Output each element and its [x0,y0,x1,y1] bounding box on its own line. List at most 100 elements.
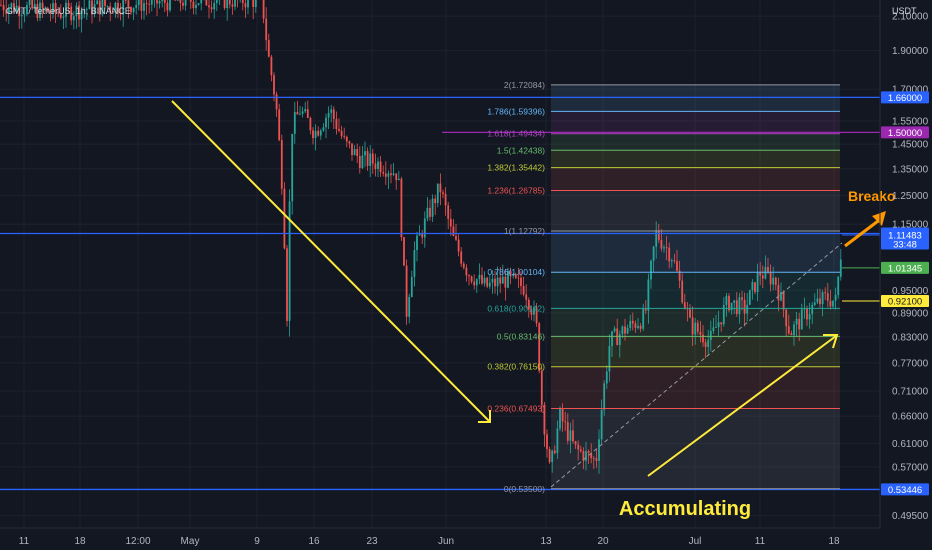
candle-body [496,277,499,287]
x-tick-label: 23 [366,536,378,547]
candle-body [574,441,577,445]
candle-body [579,449,582,451]
candle-body [637,325,639,328]
candle-body [408,297,411,317]
candle-body [299,113,301,115]
candle-body [572,430,574,442]
candle-body [405,265,408,317]
candle-body [319,130,322,136]
price-tag[interactable] [881,91,929,104]
fib-zone [551,408,840,489]
candle-body [728,295,730,311]
candle-body [384,173,387,177]
price-tag-label: 1.50000 [888,128,922,139]
y-tick-label: 0.83000 [892,332,929,343]
candle-body [462,263,465,268]
candle-body [335,119,338,129]
candle-body [322,127,325,131]
x-tick-label: Jun [438,536,454,547]
candle-body [163,0,166,3]
candle-body [501,276,504,284]
downtrend-arrow-line[interactable] [171,100,491,423]
candle-body [150,0,153,5]
y-tick-label: 0.77000 [892,358,929,369]
candle-body [358,156,361,169]
candle-body [806,308,808,320]
candle-body [371,153,374,164]
price-tag[interactable] [881,261,929,274]
candle-body [611,331,613,347]
fib-label-2: 2(1.72084) [504,80,545,90]
candle-body [382,172,385,174]
candle-body [673,260,676,262]
candle-body [301,111,304,114]
price-axis[interactable]: 2.10000 1.90000 1.70000 1.55000 1.45000 1.350… [879,0,929,528]
horizontal-levels[interactable] [0,96,880,491]
countdown-label: 33:48 [893,240,917,251]
candle-body [439,183,442,193]
breakout-arrow-line[interactable] [844,216,883,248]
candle-body [772,277,775,285]
candle-body [813,302,816,305]
candle-body [829,300,832,307]
candle-body [65,2,67,17]
candle-body [184,0,187,6]
candle-body [704,342,707,347]
fib-label-0.382: 0.382(0.76150) [487,362,545,372]
candle-body [288,201,291,321]
fibonacci-labels: 2(1.72084) 1.786(1.59396) 1.618(1.49434) 1.… [487,80,840,494]
price-tag[interactable] [881,483,929,496]
y-tick-label: 0.61000 [892,439,929,450]
candle-body [767,267,769,272]
candle-body [67,2,70,7]
candle-body [577,444,580,450]
price-tag-label: 0.53446 [888,485,922,496]
candle-body [317,130,320,136]
candle-body [364,151,366,156]
candle-body [681,280,684,303]
candle-body [676,261,678,271]
time-axis[interactable]: 11 18 12:00 May 9 16 23 Jun 13 20 Jul 11 18 [0,527,880,547]
candle-body [200,0,203,4]
candle-body [816,298,819,303]
candle-body [390,173,392,176]
candle-body [644,309,647,311]
candle-body [348,141,351,144]
candle-body [241,0,244,4]
candle-body [366,151,369,166]
price-tag-label: 1.11483 [888,230,922,241]
candle-body [377,161,379,170]
candle-body [468,275,470,277]
candle-body [782,292,785,310]
accumulation-arrow-line[interactable] [647,335,837,477]
candle-body [338,128,340,131]
price-tag[interactable] [881,294,929,307]
candle-body [600,409,603,440]
dashed-trendline[interactable] [550,242,843,488]
candle-body [798,318,801,330]
candle-body [179,0,182,3]
candle-body [507,271,509,288]
candlestick-series [0,0,842,474]
candle-body [41,2,44,9]
candle-body [109,6,112,11]
candle-body [286,248,288,321]
price-tag[interactable] [881,228,929,241]
candle-body [512,274,515,276]
downtrend-arrow-head [478,410,491,423]
trend-drawings[interactable]: Accumulating Breako [171,100,895,520]
candle-body [70,6,73,21]
candle-body [28,0,31,6]
candle-body [418,233,421,236]
candle-body [356,149,359,157]
candle-body [306,109,309,119]
x-tick-label: 11 [19,536,30,547]
fib-zone [551,230,840,273]
candle-body [210,7,213,10]
candle-body [803,308,806,310]
candle-body [423,218,426,238]
candle-body [598,439,600,461]
candle-body [36,4,39,18]
price-tag[interactable] [881,126,929,139]
